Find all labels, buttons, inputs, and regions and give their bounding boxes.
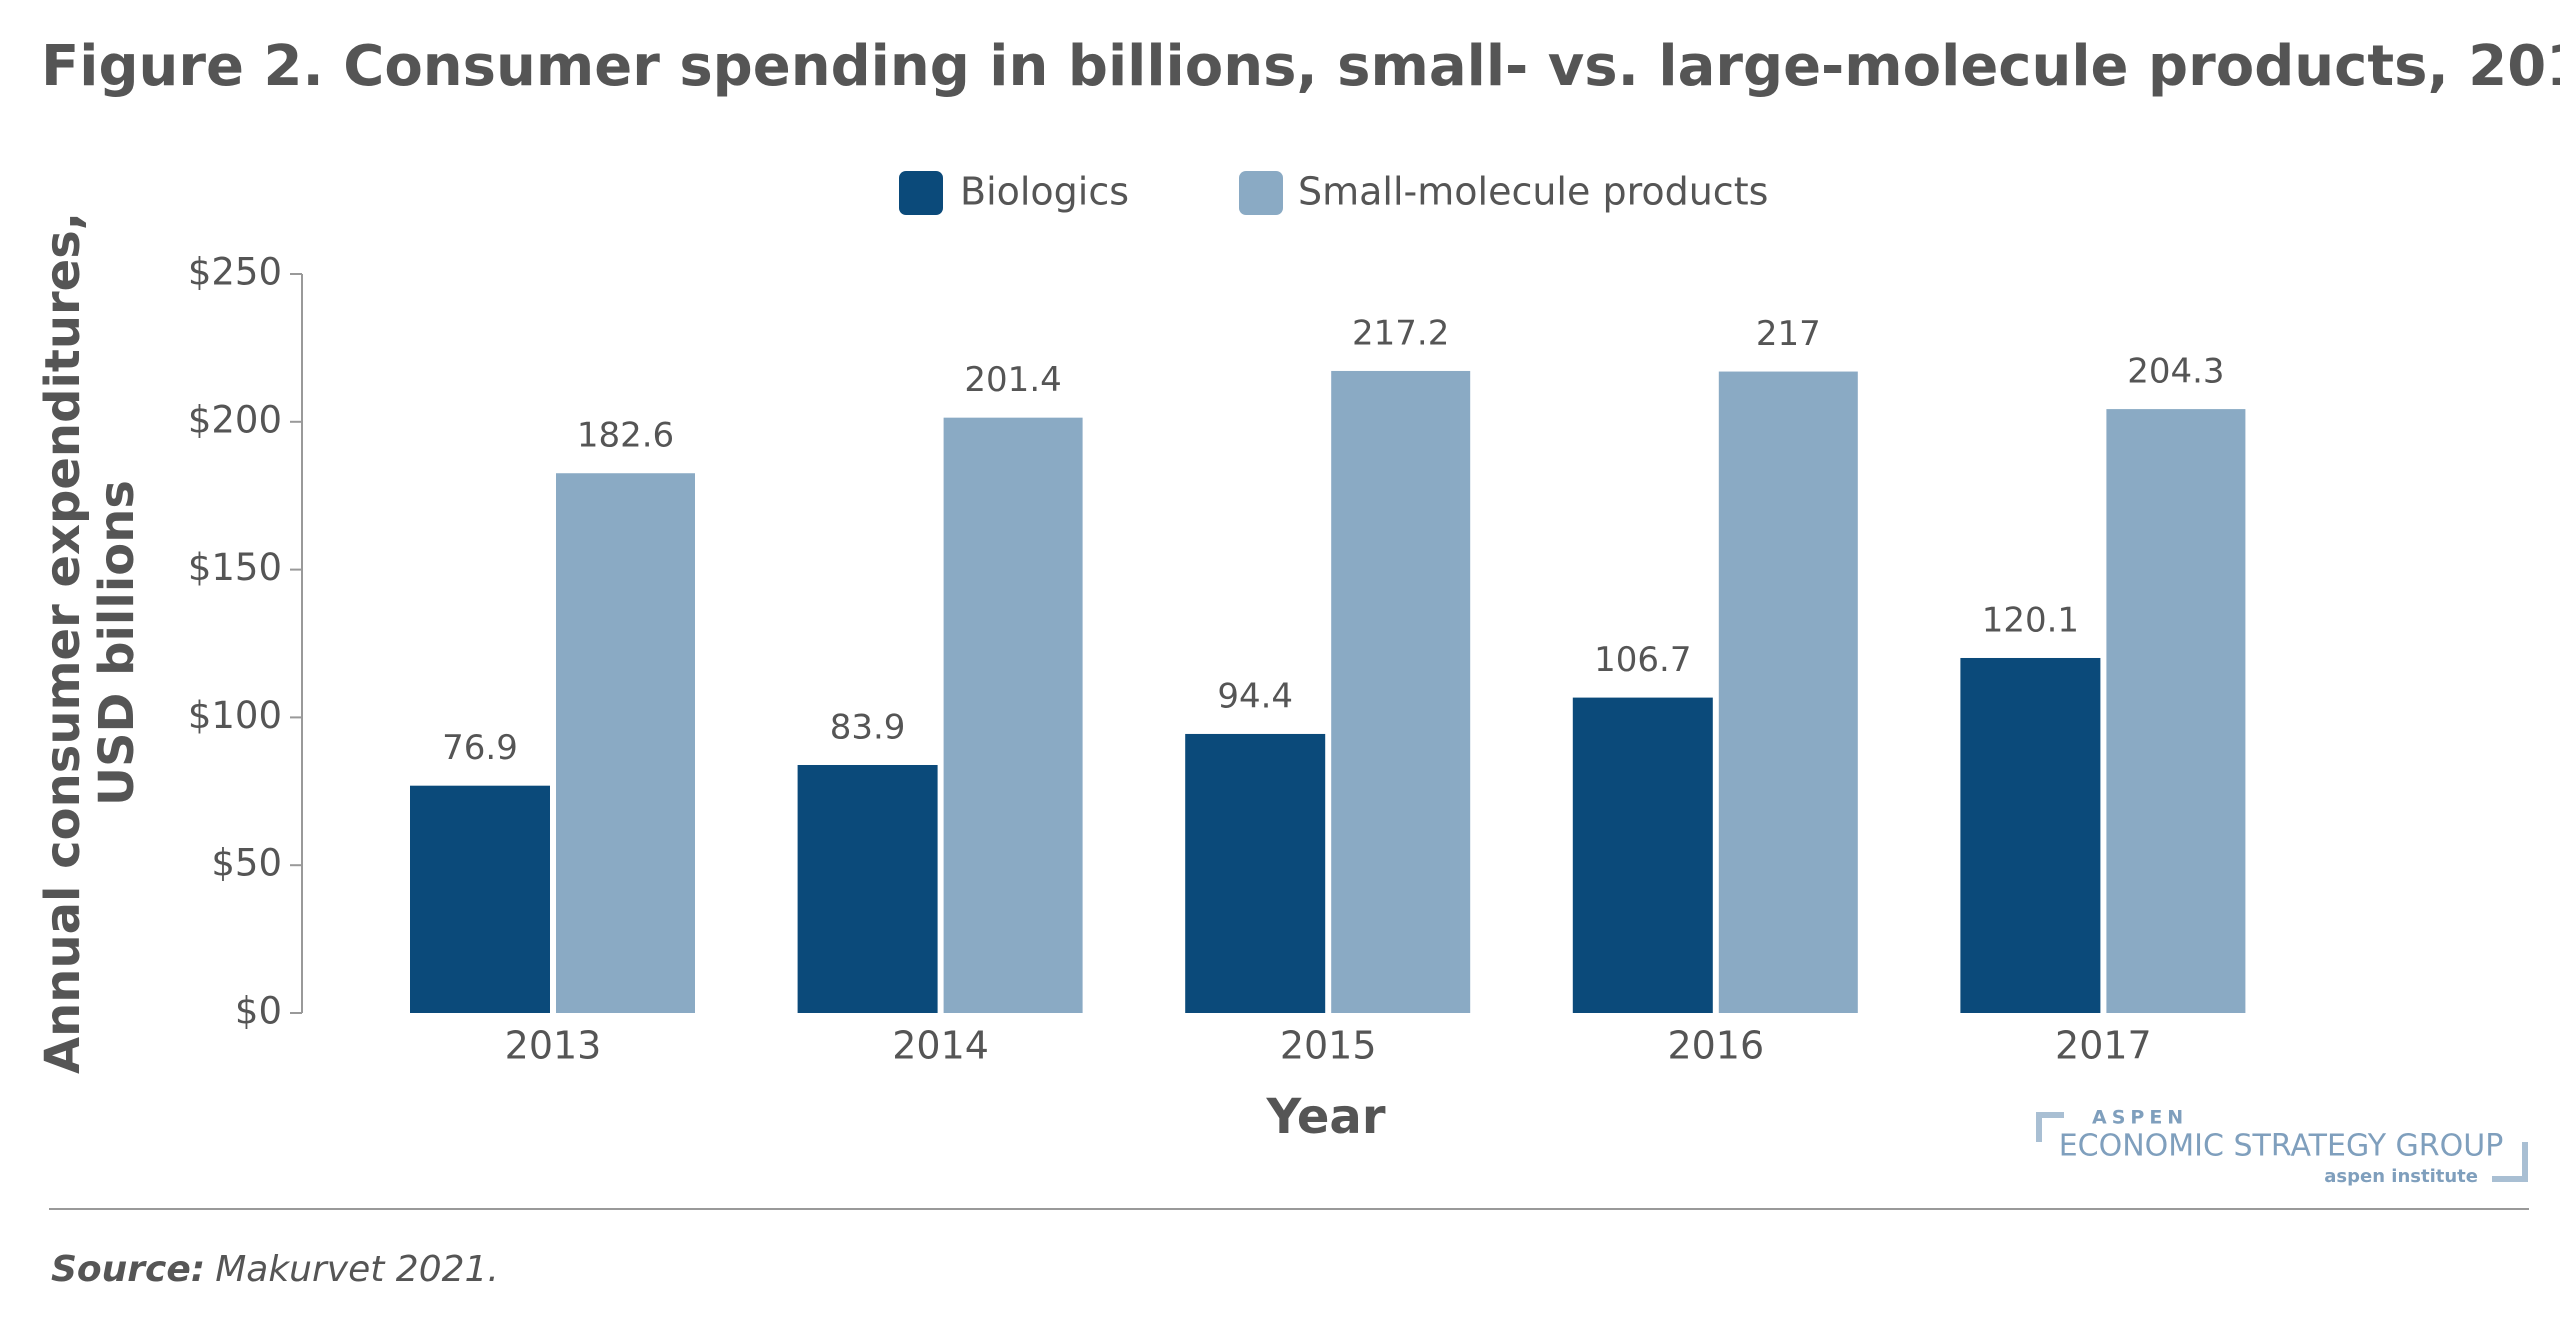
legend-label: Biologics	[960, 170, 1129, 214]
value-label: 76.9	[442, 728, 518, 768]
bar	[797, 764, 938, 1013]
x-tick-label: 2013	[505, 1024, 602, 1068]
logo-text: ASPEN	[2092, 1107, 2188, 1129]
source-label: Source:	[51, 1249, 205, 1290]
value-label: 120.1	[1982, 600, 2079, 640]
logo-bracket	[2492, 1142, 2528, 1182]
x-tick-label: 2015	[1280, 1024, 1377, 1068]
value-label: 94.4	[1217, 676, 1293, 716]
value-label: 106.7	[1594, 640, 1691, 680]
y-axis-title: Annual consumer expenditures, USD billio…	[35, 212, 145, 1074]
value-label: 217.2	[1352, 313, 1449, 353]
x-tick-label: 2017	[2055, 1024, 2152, 1068]
bar	[1185, 733, 1326, 1013]
logo-text: aspen institute	[2324, 1166, 2478, 1187]
value-label: 182.6	[577, 416, 674, 456]
x-axis-title: Year	[1266, 1089, 1386, 1145]
chart-title: Figure 2. Consumer spending in billions,…	[41, 34, 2560, 99]
source: Source: Makurvet 2021.	[51, 1249, 499, 1290]
value-label: 204.3	[2127, 352, 2224, 392]
y-axis-title-line: Annual consumer expenditures,	[35, 212, 91, 1074]
bar	[556, 473, 695, 1014]
y-tick-label: $150	[188, 546, 282, 589]
y-axis-title-line: USD billions	[89, 480, 145, 806]
bar	[2106, 409, 2246, 1013]
y-tick-label: $50	[211, 842, 282, 885]
y-tick-label: $100	[188, 694, 282, 737]
bar	[410, 785, 550, 1013]
legend-label: Small-molecule products	[1298, 170, 1768, 214]
legend-swatch	[899, 171, 943, 215]
legend-swatch	[1239, 171, 1283, 215]
logo: ASPEN ECONOMIC STRATEGY GROUP aspen inst…	[2036, 1107, 2528, 1187]
bar	[943, 417, 1083, 1013]
logo-bracket	[2036, 1112, 2064, 1142]
logo-text: ECONOMIC STRATEGY GROUP	[2059, 1129, 2504, 1164]
bar	[1718, 371, 1858, 1014]
x-tick-label: 2016	[1667, 1024, 1764, 1068]
bar	[1572, 697, 1713, 1013]
x-tick-label: 2014	[892, 1024, 989, 1068]
source-text: Makurvet 2021.	[215, 1249, 499, 1290]
bar	[1960, 657, 2101, 1013]
value-label: 201.4	[964, 360, 1061, 400]
value-label: 83.9	[830, 707, 906, 747]
y-tick-label: $0	[235, 990, 282, 1033]
y-tick-label: $200	[188, 398, 282, 441]
y-tick-label: $250	[188, 251, 282, 294]
bar	[1331, 370, 1471, 1013]
value-label: 217	[1756, 314, 1821, 354]
